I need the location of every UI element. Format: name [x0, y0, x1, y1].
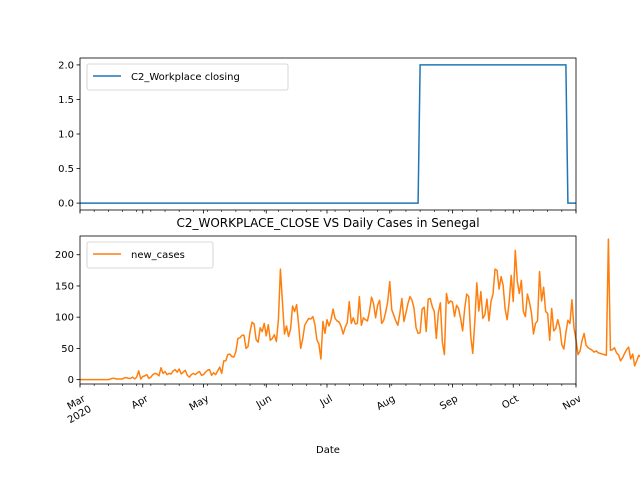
top-y-tick-label: 0.0: [58, 199, 74, 210]
top-legend: C2_Workplace closing: [86, 63, 289, 91]
top-y-tick-label: 1.5: [58, 95, 74, 106]
new-cases-line: [80, 238, 640, 381]
bottom-legend-box: [86, 241, 214, 269]
top-y-tick-label: 2.0: [58, 60, 74, 71]
bottom-chart-title: C2_WORKPLACE_CLOSE VS Daily Cases in Sen…: [176, 216, 479, 230]
top-y-tick-label: 1.0: [58, 130, 74, 141]
top-y-tick-label: 0.5: [58, 164, 74, 175]
top-series-layer: [80, 64, 576, 204]
top-legend-box: [86, 63, 289, 91]
bottom-y-tick-label: 200: [55, 250, 74, 261]
bottom-legend: new_cases: [86, 241, 214, 269]
bottom-series-layer: [80, 238, 640, 381]
bottom-y-tick-label: 50: [61, 344, 74, 355]
bottom-y-tick-label: 100: [55, 313, 74, 324]
x-axis-label: Date: [316, 445, 340, 456]
top-subplot: 0.0 0.5 1.0 1.5 2.0 C2_Workplace closing: [58, 57, 577, 214]
bottom-y-tick-label: 150: [55, 281, 74, 292]
top-legend-label: C2_Workplace closing: [131, 72, 240, 83]
workplace-closing-line: [80, 64, 576, 204]
top-axes-frame: [79, 57, 577, 211]
bottom-legend-label: new_cases: [131, 250, 185, 261]
bottom-y-tick-label: 0: [68, 375, 74, 386]
bottom-axes-frame: [79, 235, 577, 385]
